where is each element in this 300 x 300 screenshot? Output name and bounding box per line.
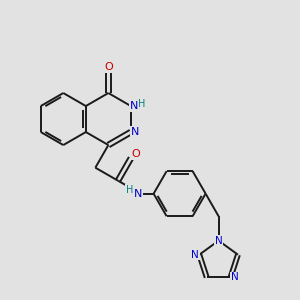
Text: N: N xyxy=(131,127,140,137)
Text: N: N xyxy=(134,189,142,199)
Text: O: O xyxy=(131,149,140,159)
Text: H: H xyxy=(126,185,133,195)
Text: N: N xyxy=(130,101,138,111)
Text: N: N xyxy=(231,272,239,282)
Text: N: N xyxy=(191,250,199,260)
Text: N: N xyxy=(215,236,223,246)
Text: H: H xyxy=(138,99,146,109)
Text: O: O xyxy=(104,62,113,72)
